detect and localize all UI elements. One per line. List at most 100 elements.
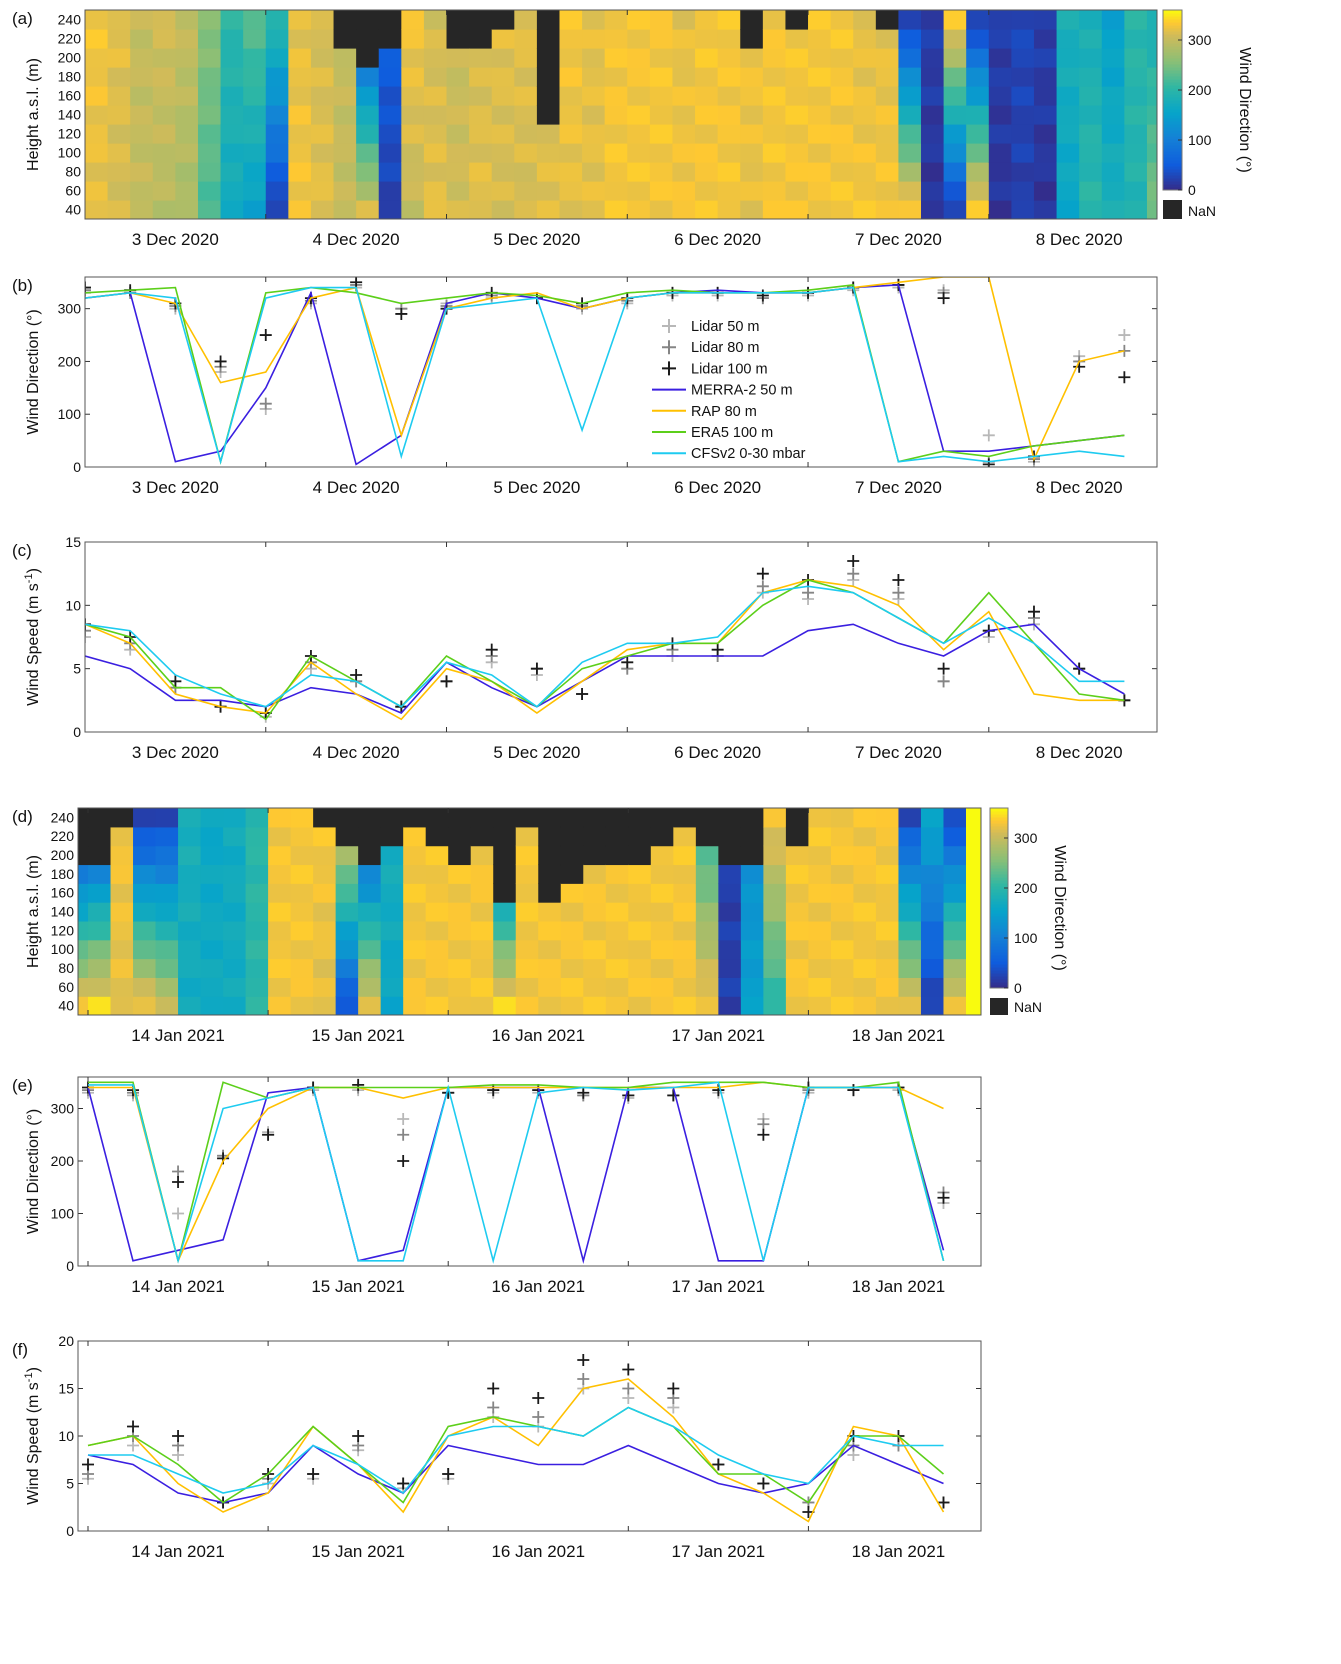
lidar-marker [577, 1086, 590, 1099]
heatmap-cell [514, 162, 538, 182]
axes-frame [77, 807, 982, 1016]
heatmap-cell [200, 958, 224, 978]
colorbar-segment [1163, 82, 1182, 86]
heatmap-cell [155, 808, 179, 828]
heatmap-cell [310, 181, 335, 201]
heatmap-cell [200, 883, 224, 903]
heatmap-cell [403, 826, 427, 847]
heatmap-cell [672, 48, 696, 68]
y-axis-label-text: Height a.s.l. (m) [25, 855, 42, 968]
heatmap-cell [582, 29, 606, 49]
heatmap-cell [875, 29, 900, 49]
heatmap-cell [808, 48, 832, 68]
series-line [88, 1081, 945, 1264]
heatmap-cell [310, 143, 335, 163]
heatmap-cell [155, 883, 179, 903]
heatmap-cell [875, 808, 900, 828]
heatmap-cell [898, 86, 922, 106]
heatmap-cell [515, 902, 539, 922]
heatmap-cell [107, 29, 131, 49]
heatmap-cell [1124, 181, 1148, 201]
heatmap-cell [110, 826, 134, 847]
heatmap-cell [538, 958, 562, 978]
heatmap-cell [695, 181, 719, 201]
heatmap-cell [85, 105, 109, 125]
colorbar-segment [1163, 97, 1182, 101]
colorbar-segment [990, 895, 1008, 899]
heatmap-cell [943, 920, 967, 941]
heatmap-cell [107, 105, 131, 125]
heatmap-cell [493, 939, 517, 960]
heatmap-cell [313, 902, 337, 922]
heatmap-cell [155, 864, 179, 884]
heatmap-cell [178, 958, 202, 978]
heatmap-cell-nan [605, 826, 629, 847]
colorbar-segment [1163, 124, 1182, 128]
colorbar-segment [1163, 34, 1182, 38]
heatmap-cell [762, 143, 787, 163]
x-tick-label: 16 Jan 2021 [491, 1026, 585, 1045]
heatmap-cell [425, 958, 449, 978]
colorbar-segment [990, 985, 1008, 989]
series-line [87, 1378, 945, 1523]
plot-area [82, 1078, 950, 1264]
heatmap-cell [1124, 124, 1148, 144]
colorbar-segment [1163, 37, 1182, 41]
heatmap-cell [965, 864, 981, 884]
heatmap-cell [178, 939, 202, 960]
heatmap-cell [515, 958, 539, 978]
colorbar-segment [990, 955, 1008, 959]
heatmap-cell [762, 29, 787, 49]
heatmap-cell [155, 902, 179, 922]
y-tick-label: 40 [58, 998, 74, 1014]
series-lidar-50-m [85, 281, 1131, 467]
heatmap-cell [649, 86, 674, 106]
heatmap-cell [378, 143, 402, 163]
y-tick-label: 120 [51, 922, 75, 938]
heatmap-cell [853, 162, 877, 182]
heatmap-cell [988, 67, 1012, 87]
heatmap-cell [470, 864, 494, 884]
heatmap-cell [672, 143, 696, 163]
heatmap-cell [1146, 143, 1157, 163]
heatmap-cell [1079, 162, 1103, 182]
heatmap-cell [380, 996, 404, 1015]
heatmap-cell [559, 67, 583, 87]
heatmap-cell [1124, 162, 1148, 182]
heatmap-cell [965, 920, 981, 941]
heatmap-cell [245, 826, 269, 847]
heatmap-cell [110, 920, 134, 941]
heatmap-cell [288, 67, 312, 87]
heatmap-cell [403, 902, 427, 922]
heatmap-cell [514, 181, 538, 201]
heatmap-cell [853, 29, 877, 49]
heatmap-cell [265, 143, 289, 163]
heatmap-cell [1011, 200, 1035, 219]
x-tick-label: 16 Jan 2021 [491, 1542, 585, 1561]
heatmap-cell [898, 977, 922, 997]
heatmap-cell-nan [560, 808, 584, 828]
heatmap-cell [898, 105, 922, 125]
heatmap-cell [1079, 86, 1103, 106]
heatmap-cell [197, 181, 222, 201]
y-tick-label: 60 [65, 183, 81, 199]
heatmap-cell [425, 845, 449, 866]
heatmap-cell [853, 883, 877, 903]
heatmap-cell [853, 124, 877, 144]
y-tick-label: 20 [58, 1333, 74, 1349]
heatmap-cell [223, 845, 247, 866]
y-axis-label-text: Wind Direction (°) [25, 1109, 42, 1235]
heatmap-cell [943, 67, 967, 87]
colorbar-segment [990, 826, 1008, 830]
heatmap-cell [740, 143, 764, 163]
heatmap-cell [288, 10, 312, 30]
heatmap-cell [313, 996, 337, 1015]
heatmap-cell-nan [356, 10, 380, 30]
series-cfsv2-0-30-mbar [85, 585, 1125, 708]
heatmap-cell [763, 902, 787, 922]
colorbar-segment [1163, 109, 1182, 113]
heatmap-cell [1079, 10, 1103, 30]
heatmap-cell [380, 902, 404, 922]
colorbar-tick-label: 0 [1014, 980, 1022, 996]
heatmap-cell [628, 958, 652, 978]
